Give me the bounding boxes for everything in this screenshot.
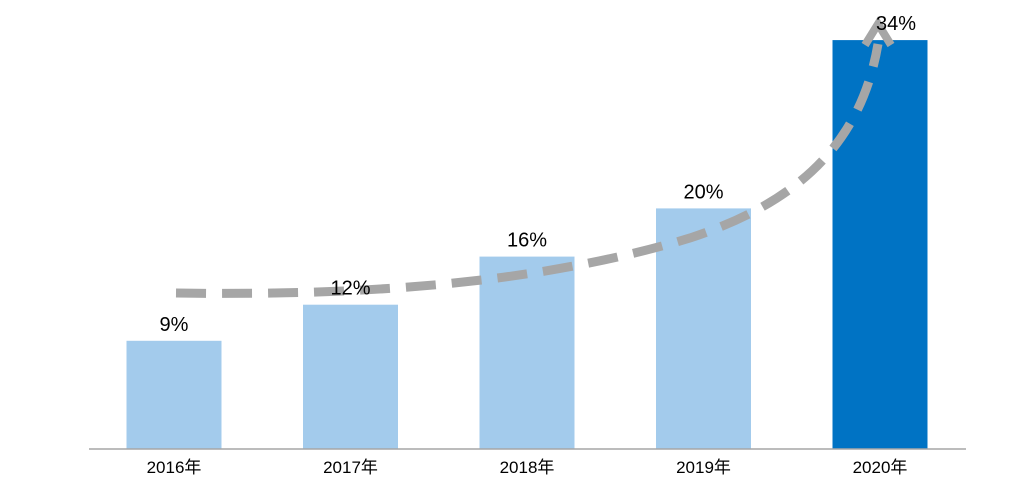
- x-tick-labels: 2016年 2017年 2018年 2019年 2020年: [147, 458, 908, 477]
- x-tick-label-2019年: 2019年: [676, 458, 731, 477]
- data-label-2019年: 20%: [683, 181, 723, 203]
- data-label-2016年: 9%: [160, 314, 189, 336]
- bar-2019年: [656, 208, 751, 449]
- data-label-2018年: 16%: [507, 230, 547, 252]
- trend-arrow-line: [175, 43, 883, 298]
- bars-layer: [126, 40, 928, 450]
- x-tick-label-2016年: 2016年: [147, 458, 202, 477]
- bar-2018年: [479, 256, 575, 449]
- data-label-2020年: 34%: [876, 13, 916, 35]
- x-tick-label-2018年: 2018年: [500, 458, 555, 477]
- data-label-2017年: 12%: [330, 278, 370, 300]
- labels-layer: 9% 12% 16% 20% 34%: [160, 13, 917, 336]
- bar-2016年: [126, 340, 222, 450]
- bar-2020年: [832, 40, 928, 449]
- x-tick-label-2017年: 2017年: [323, 458, 378, 477]
- x-tick-label-2020年: 2020年: [853, 458, 908, 477]
- bar-2017年: [303, 304, 398, 449]
- trend-arrow: [175, 16, 895, 298]
- trend-arrow-head: [861, 16, 895, 48]
